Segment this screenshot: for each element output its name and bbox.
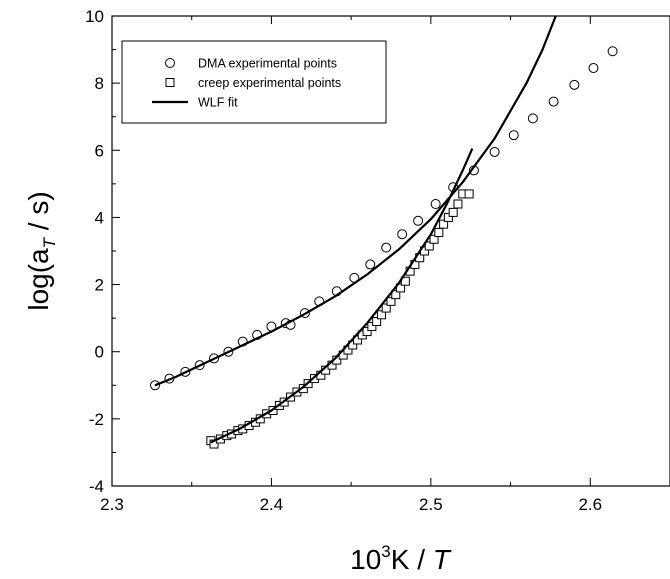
y-axis: -4 -2 0 2 4 6 8 10 bbox=[85, 7, 120, 496]
dma-point bbox=[508, 130, 519, 141]
legend-circle-symbol bbox=[165, 58, 175, 68]
creep-point bbox=[391, 290, 401, 300]
dma-point bbox=[489, 146, 500, 157]
creep-point bbox=[376, 310, 386, 320]
legend-label: creep experimental points bbox=[198, 76, 341, 90]
dma-point bbox=[527, 113, 538, 124]
y-tick-label: 6 bbox=[95, 141, 104, 160]
creep-point bbox=[429, 234, 439, 244]
y-axis-title-prefix: log(a bbox=[23, 248, 54, 311]
x-tick-label: 2.4 bbox=[260, 495, 284, 514]
y-tick-label: 4 bbox=[95, 208, 104, 227]
creep-point bbox=[396, 283, 406, 293]
legend-label: DMA experimental points bbox=[198, 57, 337, 71]
dma-point bbox=[548, 96, 559, 107]
dma-point bbox=[607, 46, 618, 57]
creep-point bbox=[381, 303, 391, 313]
y-axis-title-sub: T bbox=[40, 236, 59, 248]
fit-line-3 bbox=[210, 148, 474, 444]
creep-point bbox=[367, 322, 377, 332]
y-tick-label: -4 bbox=[89, 477, 104, 496]
dma-point bbox=[588, 63, 599, 74]
x-axis-title-var: T bbox=[433, 544, 452, 575]
creep-point bbox=[448, 207, 458, 217]
dma-point bbox=[430, 199, 441, 209]
x-axis-title-base: 10 bbox=[350, 544, 381, 575]
creep-point bbox=[424, 241, 434, 251]
dma-point bbox=[413, 215, 424, 226]
dma-point bbox=[397, 229, 408, 240]
creep-point bbox=[353, 335, 363, 345]
y-tick-label: 10 bbox=[85, 7, 104, 26]
y-tick-label: -2 bbox=[89, 410, 104, 429]
creep-point bbox=[439, 219, 449, 229]
y-axis-title-suffix: / s) bbox=[23, 191, 54, 238]
plot-marks bbox=[150, 16, 618, 449]
fit-line-2 bbox=[154, 16, 557, 387]
creep-point bbox=[443, 212, 453, 222]
x-axis-title: 103K / T bbox=[350, 542, 452, 575]
creep-point bbox=[453, 199, 463, 209]
creep-point bbox=[386, 296, 396, 306]
creep-point bbox=[372, 317, 382, 326]
y-axis-title: log(aT / s) bbox=[23, 191, 59, 310]
y-tick-label: 2 bbox=[95, 276, 104, 295]
x-axis-title-sup: 3 bbox=[381, 542, 390, 561]
x-tick-label: 2.6 bbox=[578, 495, 602, 514]
x-axis-title-unit: K / bbox=[391, 544, 433, 575]
creep-point bbox=[434, 228, 444, 238]
x-tick-label: 2.3 bbox=[100, 495, 124, 514]
y-tick-label: 8 bbox=[95, 74, 104, 93]
dma-point bbox=[381, 242, 392, 253]
legend: DMA experimental points creep experimenta… bbox=[121, 40, 387, 124]
x-axis: 2.3 2.4 2.5 2.6 bbox=[100, 16, 602, 514]
creep-point bbox=[464, 189, 474, 199]
x-tick-label: 2.5 bbox=[419, 495, 443, 514]
legend-label: WLF fit bbox=[198, 96, 238, 110]
dma-point bbox=[569, 79, 580, 90]
dma-point bbox=[365, 259, 376, 270]
creep-point bbox=[362, 327, 372, 337]
y-tick-label: 0 bbox=[95, 343, 104, 362]
legend-square-symbol bbox=[165, 78, 175, 87]
